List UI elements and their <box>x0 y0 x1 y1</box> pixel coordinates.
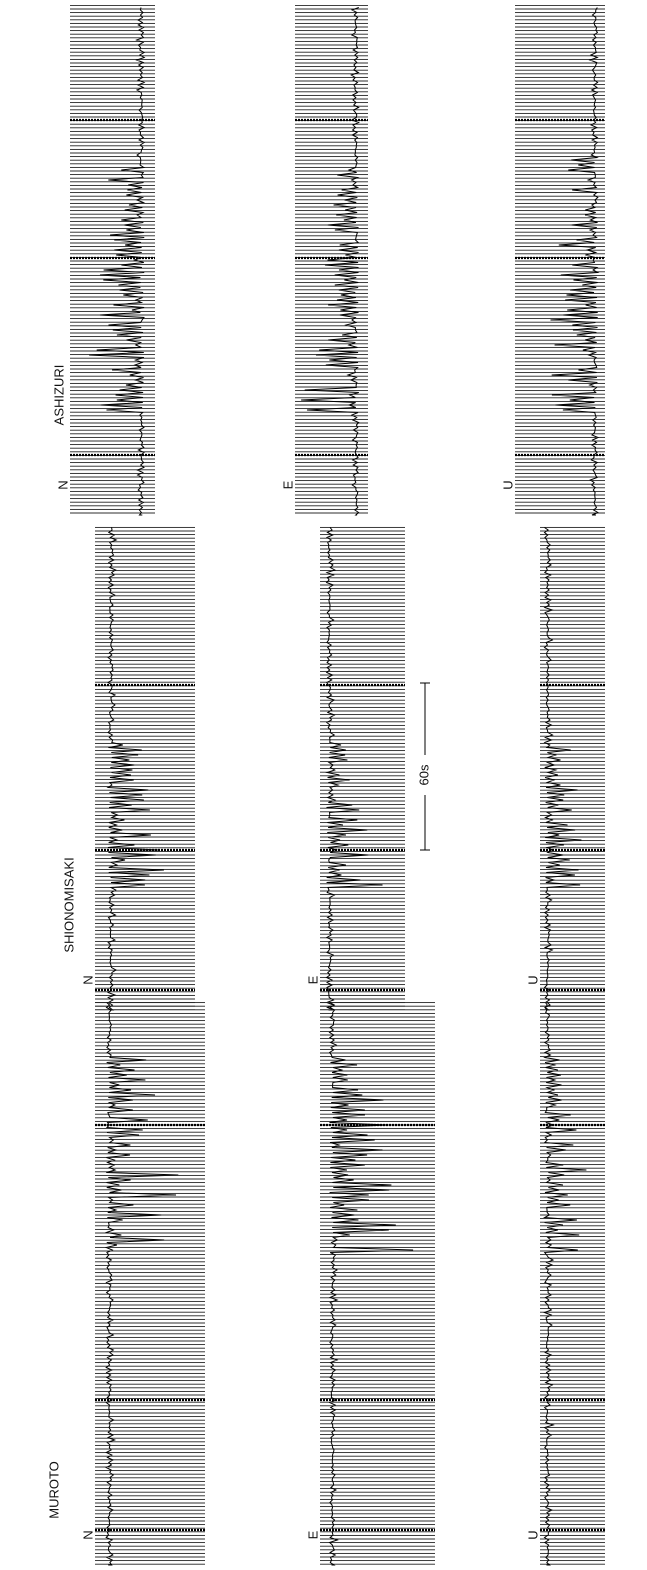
hatching <box>320 525 405 1010</box>
component-label: N <box>80 975 95 984</box>
component-label: E <box>305 975 320 984</box>
record-panel <box>320 525 405 1010</box>
record-panel <box>515 5 605 515</box>
component-label: U <box>500 480 515 489</box>
component-label: E <box>305 1530 320 1539</box>
hatching <box>540 1000 605 1565</box>
component-label: U <box>525 975 540 984</box>
record-panel <box>295 5 368 515</box>
component-label: E <box>280 480 295 489</box>
seismogram-figure: ASHIZURI N E U SHIONOMISAKI N E U MUROTO N E U 60s <box>0 0 647 1570</box>
component-label: N <box>80 1530 95 1539</box>
component-label: N <box>55 480 70 489</box>
hatching <box>320 1000 435 1565</box>
record-panel <box>95 1000 205 1565</box>
record-panel <box>95 525 195 1010</box>
hatching <box>515 5 605 515</box>
station-name: ASHIZURI <box>51 365 66 426</box>
station-name: SHIONOMISAKI <box>61 857 76 952</box>
hatching <box>540 525 605 1010</box>
record-panel <box>320 1000 435 1565</box>
record-panel <box>540 1000 605 1565</box>
record-panel <box>70 5 155 515</box>
station-name: MUROTO <box>46 1461 61 1519</box>
record-panel <box>540 525 605 1010</box>
scale-label: 60s <box>416 764 431 785</box>
component-label: U <box>525 1530 540 1539</box>
